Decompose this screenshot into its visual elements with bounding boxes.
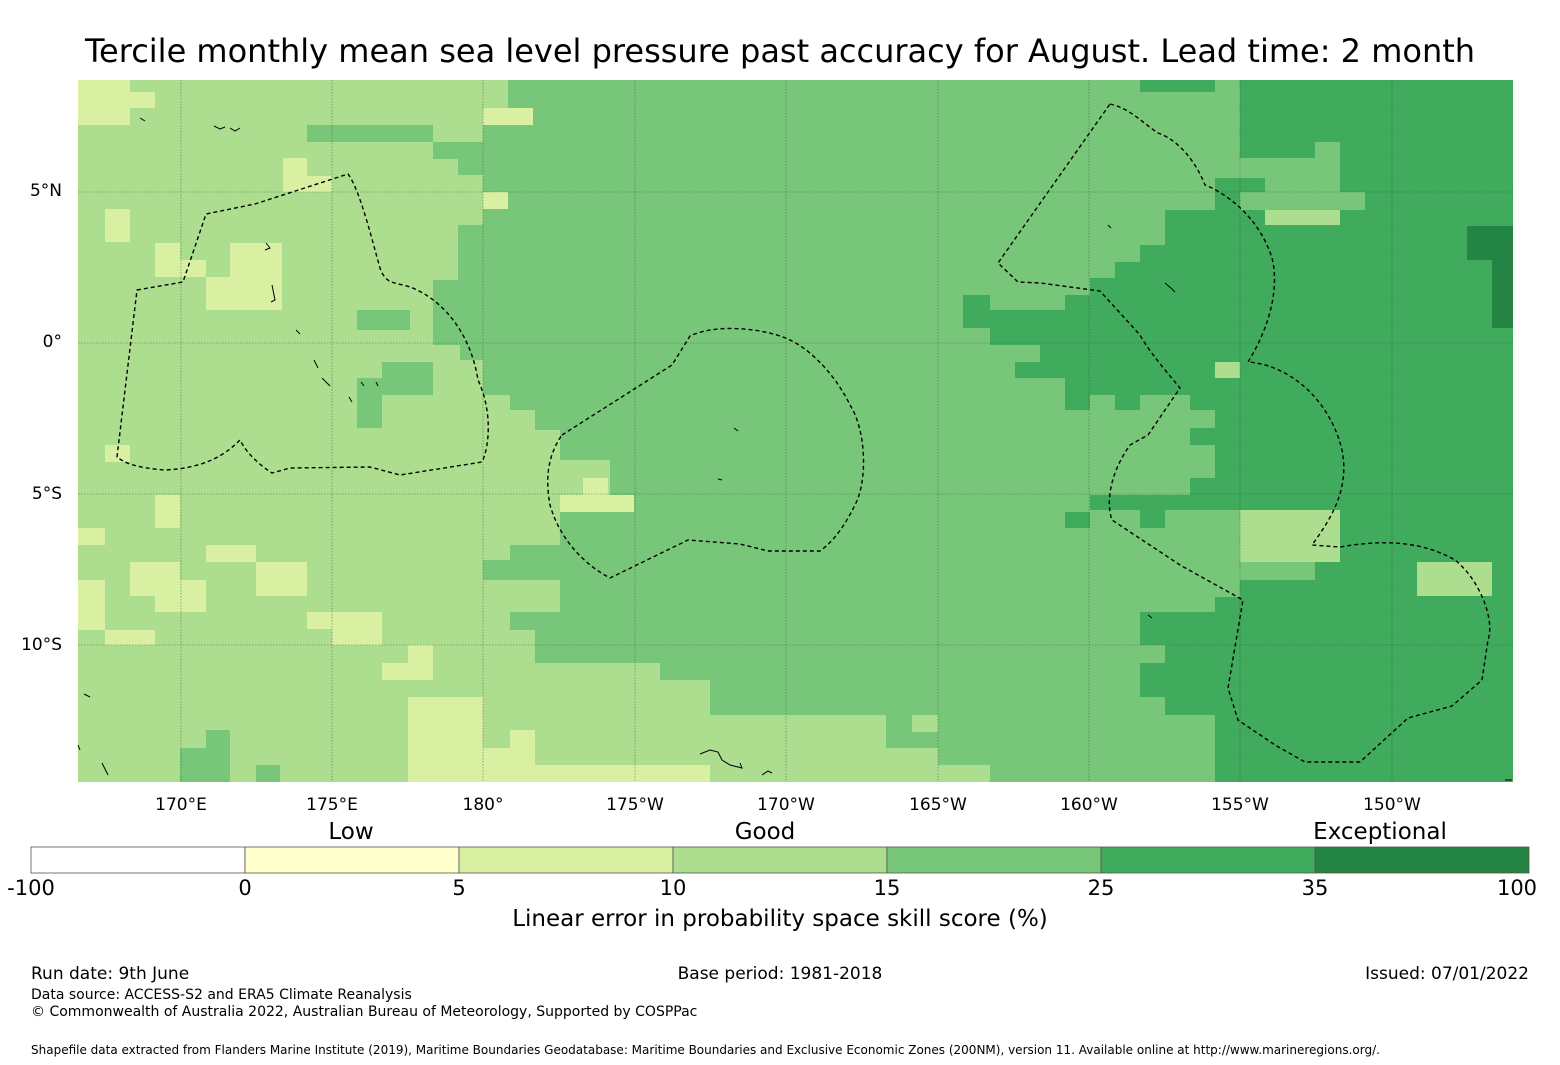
coastlines <box>77 117 1512 781</box>
eez-boundaries <box>116 103 1491 763</box>
skill-cell <box>1140 80 1215 92</box>
colorbar-tick: 10 <box>659 876 687 900</box>
eez-boundary-tokelau-samoa <box>547 327 865 579</box>
colorbar-category-exceptional: Exceptional <box>1313 819 1447 845</box>
colorbar-title: Linear error in probability space skill … <box>512 906 1048 932</box>
skill-region-25-35 <box>963 80 1513 782</box>
colorbar-tick: 15 <box>873 876 901 900</box>
lon-label-165w: 165°W <box>909 795 967 815</box>
colorbar-tick: 35 <box>1301 876 1329 900</box>
lat-label-5n: 5°N <box>29 181 62 201</box>
lon-label-155w: 155°W <box>1211 795 1269 815</box>
run-date: Run date: 9th June <box>31 964 190 984</box>
issued-date: Issued: 07/01/2022 <box>1365 964 1529 984</box>
colorbar-tick: 0 <box>238 876 252 900</box>
lat-label-5s: 5°S <box>31 484 62 504</box>
map-title: Tercile monthly mean sea level pressure … <box>84 32 1476 70</box>
data-source: Data source: ACCESS-S2 and ERA5 Climate … <box>31 987 412 1003</box>
lon-label-180: 180° <box>462 795 504 815</box>
lon-label-170w: 170°W <box>757 795 815 815</box>
skill-field <box>78 80 1513 782</box>
colorbar-segment <box>244 846 460 874</box>
lon-label-150w: 150°W <box>1363 795 1421 815</box>
eez-boundary-kiribati-line-north <box>997 103 1491 763</box>
colorbar <box>30 846 1530 874</box>
lon-label-160w: 160°W <box>1060 795 1118 815</box>
base-period: Base period: 1981-2018 <box>677 964 883 984</box>
lon-label-175e: 175°E <box>306 795 358 815</box>
colorbar-segment <box>458 846 674 874</box>
skill-region-15-25-west <box>180 125 508 782</box>
colorbar-tick: 25 <box>1087 876 1115 900</box>
colorbar-segment <box>886 846 1102 874</box>
lat-label-10s: 10°S <box>21 635 62 655</box>
colorbar-category-low: Low <box>328 819 374 845</box>
shapefile-credit: Shapefile data extracted from Flanders M… <box>31 1043 1380 1057</box>
colorbar-segment <box>1100 846 1316 874</box>
skill-region-35-100 <box>1467 226 1513 328</box>
colorbar-category-good: Good <box>734 819 796 845</box>
skill-region-25-35-extra <box>1065 478 1340 528</box>
lon-label-175w: 175°W <box>606 795 664 815</box>
copyright: © Commonwealth of Australia 2022, Austra… <box>31 1004 698 1020</box>
lat-label-0: 0° <box>42 332 62 352</box>
skill-region-5-10 <box>78 80 710 782</box>
colorbar-tick: 100 <box>1496 876 1538 900</box>
colorbar-tick: -100 <box>7 876 55 900</box>
colorbar-segment <box>1314 846 1530 874</box>
eez-boundary-kiribati-gilbert <box>116 173 489 476</box>
lon-label-170e: 170°E <box>155 795 207 815</box>
colorbar-segment <box>30 846 246 874</box>
colorbar-tick: 5 <box>452 876 466 900</box>
colorbar-segment <box>672 846 888 874</box>
